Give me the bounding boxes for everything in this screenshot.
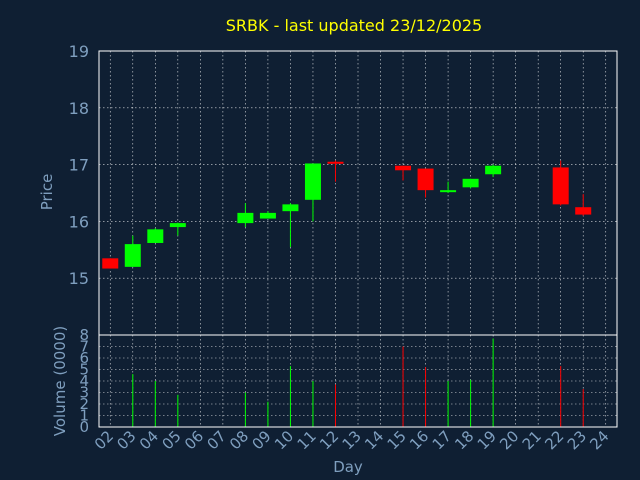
price-tick-label: 19 [69, 42, 89, 61]
candle-body [395, 165, 412, 171]
volume-plot-frame [98, 334, 618, 428]
x-axis-ticks: 0203040506070809101112131415161718192021… [91, 427, 613, 453]
candle-body [440, 190, 457, 193]
x-tick-label: 24 [586, 427, 612, 453]
candle-body [259, 212, 276, 219]
candle-body [169, 223, 186, 228]
volume-axis-label: Volume (0000) [51, 326, 69, 436]
candle-body [282, 204, 299, 212]
candle-body [417, 168, 434, 191]
price-tick-label: 17 [69, 156, 89, 175]
volume-tick-label: 8 [79, 326, 89, 344]
volume-tick-label: 6 [79, 349, 89, 367]
volume-tick-label: 7 [79, 338, 89, 356]
candle-body [462, 178, 479, 188]
candle-body [102, 258, 119, 269]
volume-tick-label: 4 [79, 372, 89, 390]
volume-tick-label: 3 [79, 384, 89, 402]
candle-body [485, 165, 502, 175]
chart-title: SRBK - last updated 23/12/2025 [226, 16, 482, 35]
x-axis-label: Day [333, 458, 363, 476]
volume-tick-label: 5 [79, 361, 89, 379]
candle-body [327, 161, 344, 164]
candle-body [575, 207, 592, 215]
candle-body [237, 212, 254, 224]
price-tick-label: 18 [69, 99, 89, 118]
price-axis-label: Price [38, 174, 56, 211]
candle-body [147, 229, 164, 243]
volume-tick-label: 2 [79, 395, 89, 413]
volume-tick-label: 1 [79, 407, 89, 425]
volume-tick-label: 0 [79, 418, 89, 436]
price-panel: 15 16 17 18 19 [69, 42, 618, 336]
candle-body [304, 163, 321, 200]
candle-body [552, 167, 569, 205]
price-tick-label: 15 [69, 269, 89, 288]
price-tick-label: 16 [69, 212, 89, 231]
candle-body [124, 244, 141, 267]
